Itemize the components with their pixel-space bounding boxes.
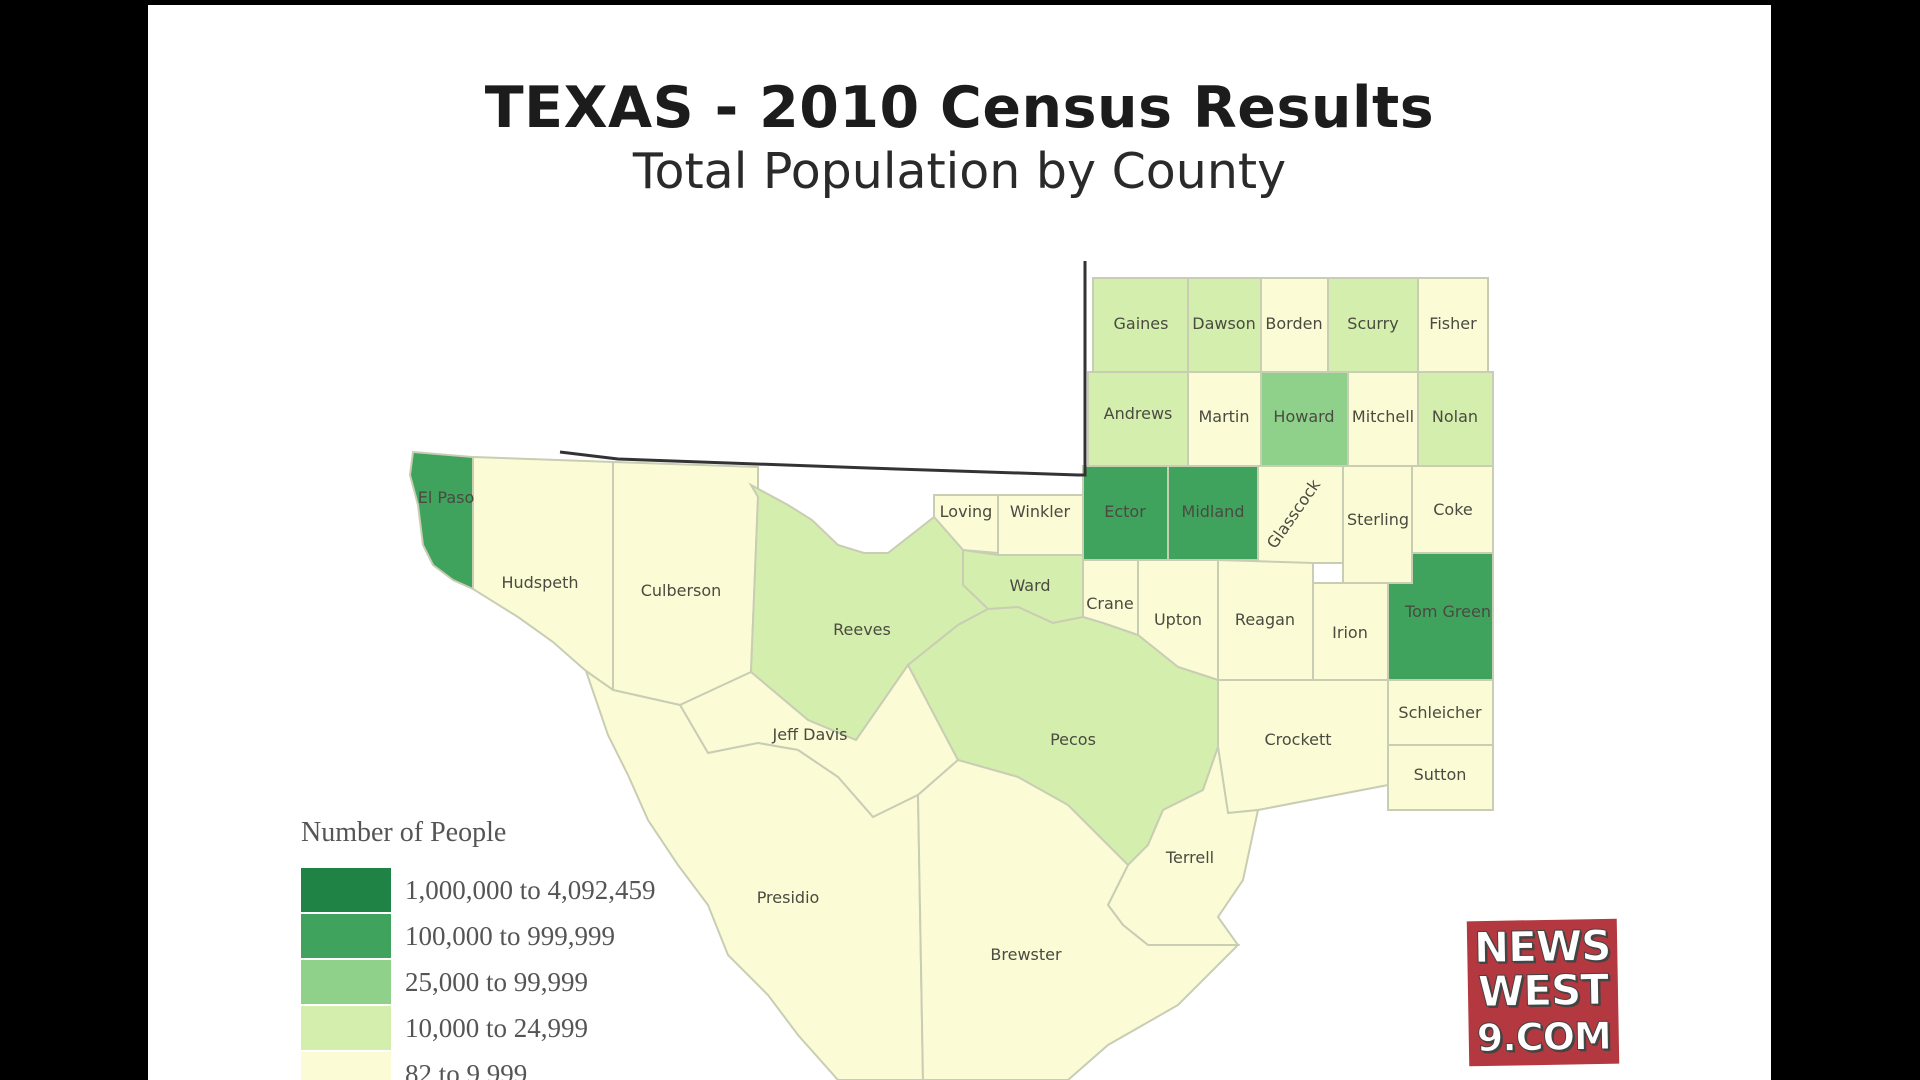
county-label-upton: Upton — [1154, 610, 1202, 629]
legend-label: 100,000 to 999,999 — [405, 920, 616, 951]
county-label-terrell: Terrell — [1165, 848, 1214, 867]
logo-text-news: NEWS — [1473, 920, 1611, 973]
county-label-midland: Midland — [1182, 502, 1245, 521]
county-sutton — [1387, 744, 1494, 811]
county-label-reeves: Reeves — [833, 620, 891, 639]
county-map: Gaines Dawson Borden Scurry Fisher Andrews Mar… — [408, 261, 1494, 1080]
county-label-gaines: Gaines — [1114, 314, 1169, 333]
county-label-tom-green: Tom Green — [1404, 602, 1491, 621]
legend-item: 25,000 to 99,999 — [301, 959, 588, 1005]
newswest9-logo: NEWS WEST 9.COM — [1466, 918, 1620, 1067]
map-panel: TEXAS - 2010 Census Results Total Popula… — [148, 5, 1771, 1080]
county-label-culberson: Culberson — [641, 581, 722, 600]
county-label-brewster: Brewster — [990, 945, 1062, 964]
map-title: TEXAS - 2010 Census Results — [484, 75, 1435, 141]
county-label-el-paso: El Paso — [418, 488, 475, 507]
legend-swatch — [301, 868, 391, 912]
county-label-hudspeth: Hudspeth — [501, 573, 578, 592]
county-label-howard: Howard — [1273, 407, 1334, 426]
legend-label: 82 to 9,999 — [405, 1058, 528, 1080]
county-label-dawson: Dawson — [1192, 314, 1255, 333]
county-label-fisher: Fisher — [1429, 314, 1477, 333]
county-shapes — [408, 277, 1494, 1080]
logo-text-com: 9.COM — [1476, 1013, 1612, 1061]
county-label-nolan: Nolan — [1432, 407, 1478, 426]
county-label-martin: Martin — [1198, 407, 1249, 426]
county-el-paso — [408, 450, 474, 591]
county-label-crockett: Crockett — [1264, 730, 1331, 749]
county-labels: Gaines Dawson Borden Scurry Fisher Andrews Mar… — [418, 314, 1491, 964]
county-label-schleicher: Schleicher — [1398, 703, 1482, 722]
legend-item: 82 to 9,999 — [301, 1051, 527, 1080]
county-label-coke: Coke — [1433, 500, 1473, 519]
legend-label: 1,000,000 to 4,092,459 — [405, 874, 656, 905]
legend-swatch — [301, 960, 391, 1004]
nm-border-line — [559, 261, 1087, 477]
legend-item: 1,000,000 to 4,092,459 — [301, 867, 656, 913]
county-label-jeff-davis: Jeff Davis — [771, 725, 847, 744]
legend-item: 10,000 to 24,999 — [301, 1005, 588, 1051]
county-brewster — [916, 758, 1241, 1080]
legend-swatch — [301, 914, 391, 958]
county-label-scurry: Scurry — [1347, 314, 1398, 333]
county-label-presidio: Presidio — [757, 888, 820, 907]
county-label-pecos: Pecos — [1050, 730, 1096, 749]
county-label-irion: Irion — [1332, 623, 1368, 642]
county-label-loving: Loving — [940, 502, 993, 521]
county-label-reagan: Reagan — [1235, 610, 1295, 629]
county-label-winkler: Winkler — [1010, 502, 1071, 521]
county-label-mitchell: Mitchell — [1352, 407, 1414, 426]
logo-text-west: WEST — [1477, 964, 1609, 1017]
county-presidio — [584, 668, 925, 1080]
legend-swatch — [301, 1052, 391, 1080]
county-label-ector: Ector — [1104, 502, 1146, 521]
county-label-sutton: Sutton — [1414, 765, 1467, 784]
county-label-borden: Borden — [1265, 314, 1322, 333]
legend-label: 25,000 to 99,999 — [405, 966, 589, 997]
county-label-ward: Ward — [1009, 576, 1050, 595]
county-label-crane: Crane — [1086, 594, 1134, 613]
county-label-andrews: Andrews — [1104, 404, 1173, 423]
map-subtitle: Total Population by County — [632, 143, 1287, 200]
county-label-sterling: Sterling — [1347, 510, 1409, 529]
legend-title: Number of People — [301, 817, 507, 848]
legend-item: 100,000 to 999,999 — [301, 913, 615, 959]
legend-label: 10,000 to 24,999 — [405, 1012, 589, 1043]
legend-swatch — [301, 1006, 391, 1050]
